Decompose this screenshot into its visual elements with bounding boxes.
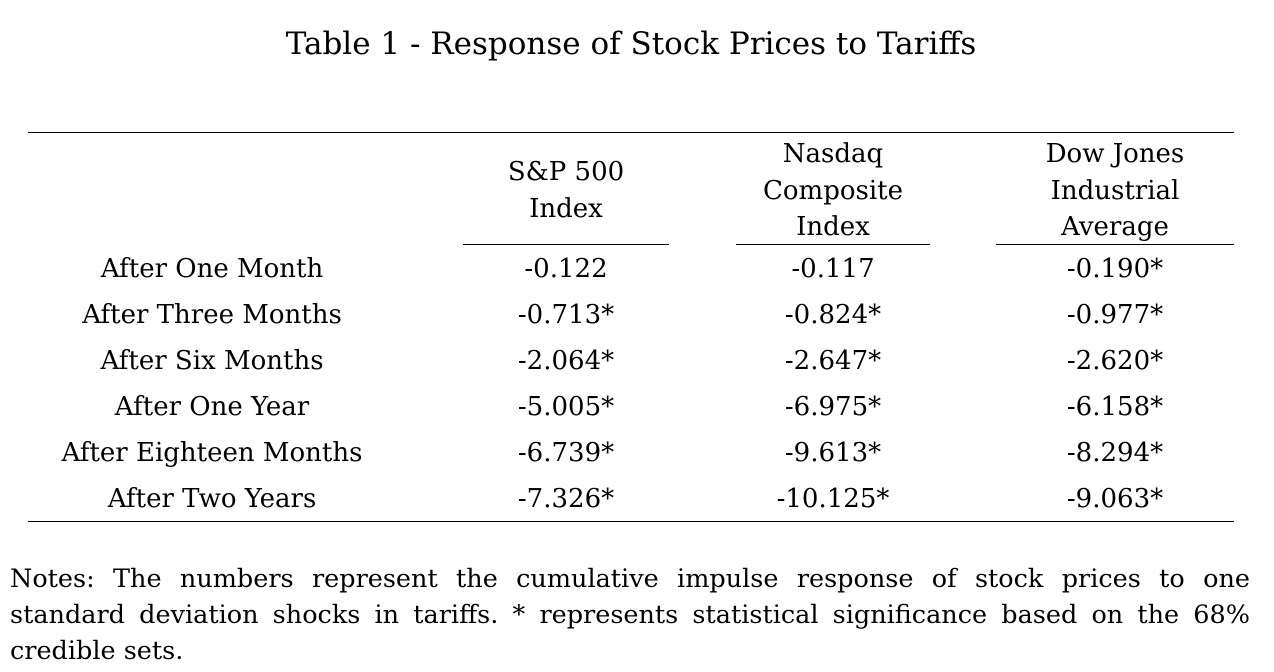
header-underline-dow [996,244,1234,245]
header-underline-nasdaq [736,244,930,245]
cell-nasdaq: -9.613* [784,438,882,468]
cell-sp500: -7.326* [517,484,615,514]
row-label: After Three Months [82,300,342,330]
cell-nasdaq: -6.975* [784,392,882,422]
col-header-line: Dow Jones [1045,139,1185,169]
cell-dow: -8.294* [1066,438,1164,468]
cell-sp500: -0.122 [524,254,608,284]
cell-dow: -2.620* [1066,346,1164,376]
cell-sp500: -5.005* [517,392,615,422]
row-label: After One Month [100,254,324,284]
cell-sp500: -0.713* [517,300,615,330]
row-label: After Eighteen Months [61,438,363,468]
col-header-line: S&P 500 [507,157,625,187]
cell-nasdaq: -2.647* [784,346,882,376]
cell-dow: -0.190* [1066,254,1164,284]
cell-dow: -6.158* [1066,392,1164,422]
top-rule [28,132,1234,133]
row-label: After One Year [114,392,310,422]
cell-dow: -0.977* [1066,300,1164,330]
col-header-line: Index [529,193,603,224]
cell-nasdaq: -0.117 [791,254,875,284]
cell-dow: -9.063* [1066,484,1164,514]
cell-nasdaq: -0.824* [784,300,882,330]
col-header-nasdaq: Nasdaq Composite Index [736,136,930,246]
header-underline-sp500 [463,244,669,245]
cell-nasdaq: -10.125* [776,484,890,514]
col-header-line: Index [796,212,870,242]
col-header-line: Industrial [1050,175,1180,206]
table-title: Table 1 - Response of Stock Prices to Ta… [285,26,977,62]
col-header-sp500: S&P 500 Index [463,154,669,227]
table-notes: Notes: The numbers represent the cumulat… [10,564,1250,666]
cell-sp500: -6.739* [517,438,615,468]
cell-sp500: -2.064* [517,346,615,376]
row-label: After Two Years [107,484,317,514]
col-header-line: Nasdaq [782,139,884,169]
col-header-line: Average [1061,212,1169,242]
bottom-rule [28,521,1234,522]
col-header-line: Composite [763,175,903,206]
row-label: After Six Months [100,346,324,376]
col-header-dow: Dow Jones Industrial Average [996,136,1234,246]
